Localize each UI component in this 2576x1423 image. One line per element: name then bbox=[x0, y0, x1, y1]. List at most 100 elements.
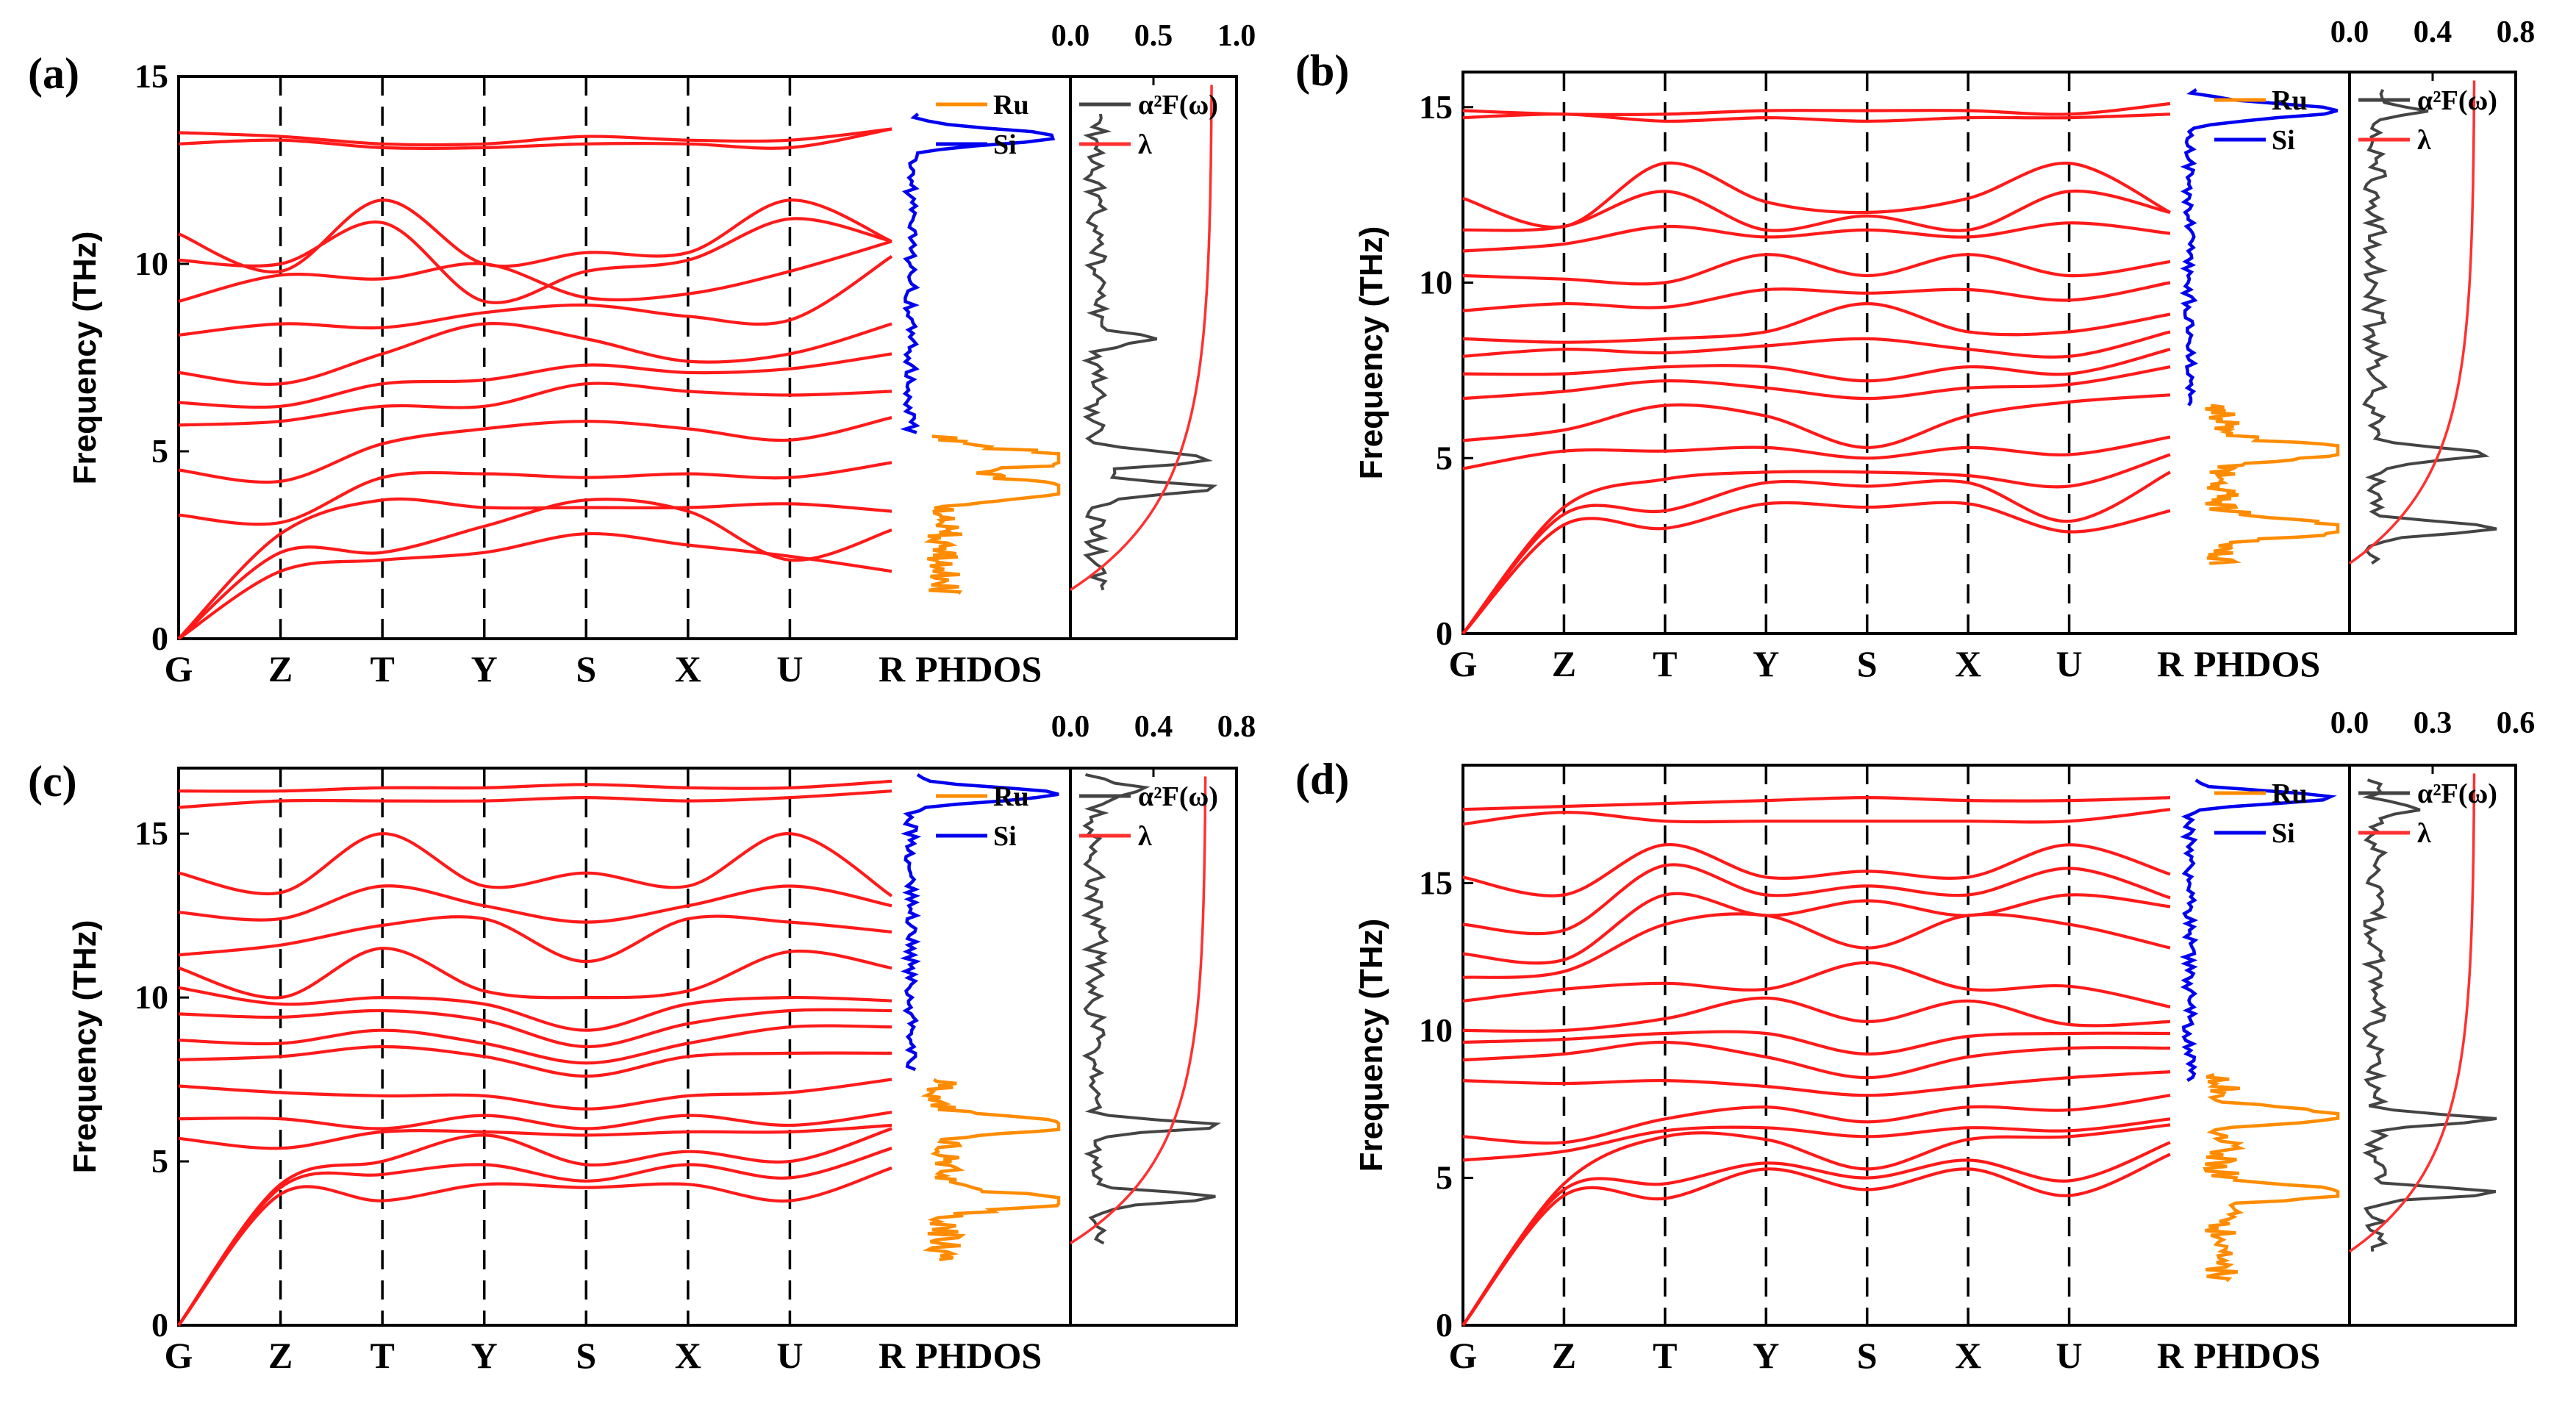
lambda-tick-label: 0.4 bbox=[2414, 15, 2452, 49]
si-phdos-curve bbox=[2179, 778, 2337, 1083]
lambda-tick-label: 0.0 bbox=[2330, 706, 2369, 740]
ru-phdos-curve bbox=[923, 434, 1061, 595]
phdos-label: PHDOS bbox=[2194, 1335, 2320, 1376]
y-tick-label: 0 bbox=[1436, 614, 1453, 652]
y-tick-label: 10 bbox=[135, 245, 168, 282]
y-axis-label: Frequency (THz) bbox=[67, 232, 103, 485]
phonon-band bbox=[178, 947, 892, 1000]
panel-label: (c) bbox=[28, 757, 77, 806]
phonon-band bbox=[1462, 1117, 2171, 1162]
y-tick-label: 5 bbox=[1436, 1158, 1453, 1196]
kpoint-label-R: R bbox=[2157, 643, 2184, 684]
phonon-band bbox=[1462, 435, 2171, 470]
kpoint-label-Y: Y bbox=[471, 648, 498, 689]
legend-a2f-label: α²F(ω) bbox=[1138, 90, 1218, 121]
a2f-curve bbox=[1081, 773, 1221, 1245]
y-tick-label: 0 bbox=[1436, 1306, 1453, 1344]
phonon-band bbox=[1462, 808, 2171, 826]
panel-label: (b) bbox=[1295, 46, 1349, 95]
phonon-band bbox=[178, 1008, 892, 1049]
kpoint-label-X: X bbox=[1955, 643, 1981, 684]
a2f-curve bbox=[2361, 89, 2497, 565]
phonon-band bbox=[1461, 1153, 2171, 1327]
phonon-band bbox=[1462, 301, 2171, 344]
panel-c: 0 5 10 15 Frequency (THz) (c) G Z T Y S X U R PHDOS 0.0… bbox=[28, 710, 1256, 1376]
phonon-band bbox=[1462, 961, 2171, 1008]
y-tick-label: 5 bbox=[151, 432, 168, 470]
legend-si-label: Si bbox=[993, 129, 1017, 160]
phonon-band bbox=[178, 352, 892, 409]
panel-d: 0 5 10 15 Frequency (THz) (d) G Z T Y S X U R PHDOS 0.0… bbox=[1295, 706, 2535, 1376]
phonon-band bbox=[1462, 863, 2171, 936]
kpoint-label-Y: Y bbox=[1753, 643, 1779, 684]
phonon-band bbox=[178, 832, 893, 897]
phonon-band bbox=[1462, 221, 2171, 253]
phonon-band bbox=[1462, 1094, 2171, 1145]
lambda-tick-label: 0.0 bbox=[1051, 19, 1090, 53]
phonon-band bbox=[178, 461, 892, 526]
phonon-band bbox=[177, 1127, 892, 1327]
legend-lambda-label: λ bbox=[2417, 125, 2431, 156]
phonon-band bbox=[1462, 892, 2171, 965]
kpoint-label-Z: Z bbox=[268, 1335, 293, 1376]
lambda-tick-label: 0.3 bbox=[2414, 706, 2452, 740]
phonon-band bbox=[178, 322, 892, 386]
y-tick-label: 0 bbox=[151, 620, 168, 657]
lambda-tick-label: 1.0 bbox=[1217, 19, 1256, 53]
phdos-label: PHDOS bbox=[915, 1335, 1042, 1376]
lambda-tick-label: 0.6 bbox=[2497, 706, 2536, 740]
y-tick-label: 10 bbox=[1419, 1011, 1453, 1049]
y-axis-label: Frequency (THz) bbox=[1353, 919, 1389, 1172]
phonon-band bbox=[1462, 281, 2171, 312]
phonon-band bbox=[178, 1078, 892, 1111]
y-tick-label: 10 bbox=[1419, 264, 1453, 301]
phonon-band bbox=[1462, 912, 2171, 979]
legend-si-label: Si bbox=[2272, 125, 2295, 156]
lambda-tick-label: 0.5 bbox=[1134, 19, 1173, 53]
legend-lambda-label: λ bbox=[2417, 818, 2431, 849]
legend-si-label: Si bbox=[2272, 818, 2295, 849]
y-tick-label: 5 bbox=[1436, 439, 1453, 476]
legend-ru-label: Ru bbox=[993, 90, 1029, 121]
kpoint-label-X: X bbox=[675, 648, 701, 689]
legend-ru-label: Ru bbox=[993, 781, 1029, 812]
y-tick-label: 5 bbox=[151, 1142, 168, 1180]
kpoint-label-T: T bbox=[370, 648, 394, 689]
phonon-band bbox=[178, 1111, 892, 1130]
legend-a2f-label: α²F(ω) bbox=[2417, 778, 2497, 809]
ru-phdos-curve bbox=[2203, 1072, 2340, 1283]
phonon-band bbox=[1462, 1040, 2171, 1080]
kpoint-label-X: X bbox=[675, 1335, 701, 1376]
plot-frame bbox=[1461, 71, 2517, 635]
legend-lambda-label: λ bbox=[1138, 129, 1152, 160]
lambda-curve bbox=[2348, 80, 2476, 564]
ru-phdos-curve bbox=[2205, 404, 2340, 565]
y-tick-label: 10 bbox=[135, 978, 168, 1016]
kpoint-label-T: T bbox=[1653, 643, 1677, 684]
phonon-band bbox=[178, 217, 892, 304]
phdos-label: PHDOS bbox=[2194, 643, 2320, 684]
phonon-band bbox=[178, 789, 892, 809]
phonon-band bbox=[1462, 795, 2171, 811]
y-axis-label: Frequency (THz) bbox=[67, 920, 103, 1174]
panel-label: (d) bbox=[1295, 755, 1349, 803]
legend-ru-label: Ru bbox=[2272, 85, 2308, 116]
phonon-band bbox=[1462, 330, 2171, 359]
kpoint-label-R: R bbox=[2157, 1335, 2184, 1376]
kpoint-label-S: S bbox=[576, 648, 596, 689]
kpoint-label-G: G bbox=[165, 648, 193, 689]
phonon-band bbox=[1461, 470, 2171, 635]
y-tick-label: 15 bbox=[1419, 88, 1453, 126]
phonon-band bbox=[178, 1044, 892, 1078]
phonon-band bbox=[178, 884, 892, 924]
phonon-band bbox=[178, 381, 892, 427]
lambda-tick-label: 0.8 bbox=[1217, 710, 1256, 744]
lambda-curve bbox=[1070, 85, 1213, 592]
lambda-tick-label: 0.8 bbox=[2497, 15, 2536, 49]
kpoint-label-T: T bbox=[370, 1335, 394, 1376]
lambda-curve bbox=[2348, 773, 2476, 1253]
phonon-band bbox=[1462, 1030, 2171, 1056]
phonon-band bbox=[1461, 501, 2171, 635]
kpoint-label-U: U bbox=[2056, 643, 2083, 684]
